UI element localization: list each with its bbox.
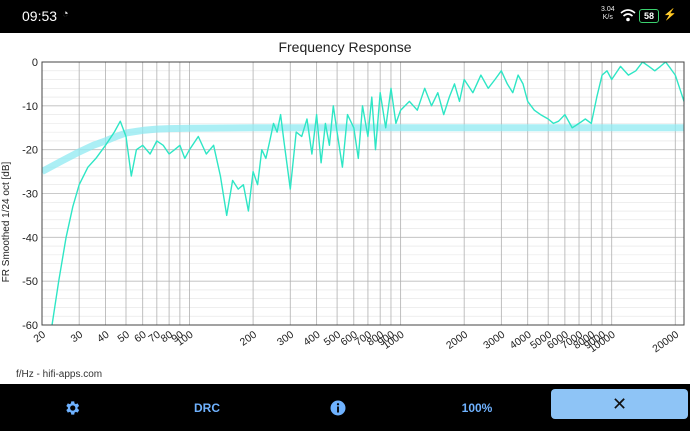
measured-response-line — [51, 62, 684, 325]
y-axis-label: FR Smoothed 1/24 oct [dB] — [1, 161, 12, 282]
chart-svg[interactable]: Frequency Response FR Smoothed 1/24 oct … — [0, 33, 690, 378]
axis-footer-label: f/Hz - hifi-apps.com — [16, 369, 103, 380]
y-tick-label: -60 — [22, 320, 38, 332]
x-tick-label: 20000 — [650, 329, 681, 356]
x-tick-label: 200 — [238, 329, 259, 349]
target-curve — [42, 124, 684, 175]
status-bar: 09:53 ◔ 3.04 K/s 58 ⚡ — [0, 0, 690, 33]
chart-title: Frequency Response — [278, 39, 411, 55]
close-icon: ✕ — [611, 393, 628, 414]
x-tick-label: 40 — [95, 329, 112, 346]
status-time: 09:53 — [22, 8, 58, 24]
bottom-toolbar: DRC 100% ✕ — [0, 384, 690, 431]
major-gridlines — [41, 61, 684, 326]
x-tick-label: 400 — [301, 329, 322, 349]
frequency-response-chart[interactable]: Frequency Response FR Smoothed 1/24 oct … — [0, 33, 690, 378]
network-speed-value: 3.04 — [601, 6, 615, 13]
y-tick-label: -50 — [22, 276, 38, 288]
drc-button[interactable]: DRC — [194, 400, 220, 415]
wifi-icon — [620, 9, 636, 22]
y-tick-label: -30 — [22, 189, 38, 201]
network-speed: 3.04 K/s — [601, 6, 615, 22]
x-tick-label: 300 — [275, 329, 296, 349]
close-button[interactable]: ✕ — [551, 389, 688, 419]
gear-icon — [66, 400, 80, 415]
zoom-level-button[interactable]: 100% — [461, 400, 493, 415]
x-tick-label: 50 — [115, 329, 132, 346]
info-icon — [330, 400, 346, 415]
x-tick-label: 30 — [69, 329, 86, 346]
charging-icon: ⚡ — [663, 9, 677, 21]
y-tick-label: -20 — [22, 145, 38, 157]
network-speed-unit: K/s — [602, 14, 613, 21]
battery-indicator: 58 — [639, 9, 659, 23]
y-tick-labels: 0 -10 -20 -30 -40 -50 -60 — [22, 57, 38, 332]
x-tick-label: 70 — [146, 329, 163, 346]
settings-button[interactable] — [52, 384, 92, 431]
x-tick-label: 3000 — [481, 329, 507, 352]
x-tick-label: 2000 — [444, 329, 470, 352]
y-tick-label: -10 — [22, 101, 38, 113]
series-layer — [42, 62, 684, 325]
y-tick-label: -40 — [22, 232, 38, 244]
plot-frame — [41, 61, 685, 326]
info-button[interactable] — [318, 384, 358, 431]
y-tick-label: 0 — [32, 57, 38, 69]
notification-icon: ◔ — [62, 8, 69, 20]
